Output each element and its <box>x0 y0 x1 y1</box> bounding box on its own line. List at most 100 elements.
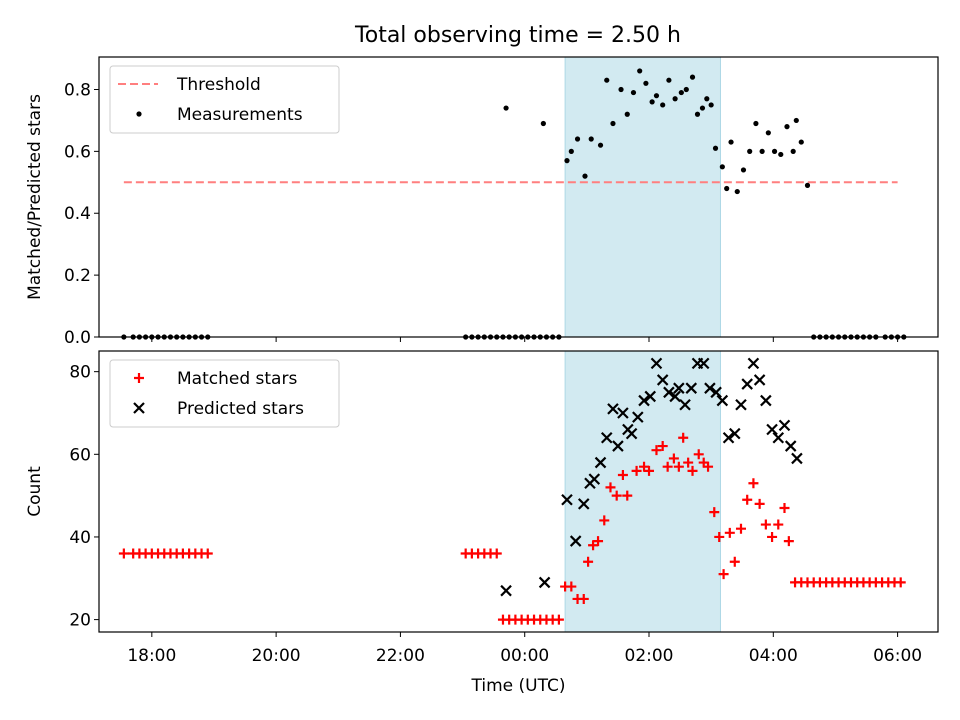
data-point <box>643 80 649 86</box>
observing-window <box>564 56 721 338</box>
data-point <box>704 382 716 394</box>
data-point <box>804 182 811 188</box>
x-tick-label: 06:00 <box>873 646 922 666</box>
data-point <box>651 445 662 456</box>
data-point <box>765 130 771 136</box>
axes-frame <box>98 350 939 633</box>
data-point <box>650 357 663 370</box>
chart-title: Total observing time = 2.50 h <box>354 23 681 48</box>
y-tick-label: 20 <box>69 611 91 631</box>
data-point <box>599 515 610 526</box>
series-measurements <box>121 68 907 340</box>
data-point <box>791 452 803 465</box>
data-point <box>689 74 696 80</box>
data-point <box>687 465 698 476</box>
data-point <box>610 120 616 127</box>
data-point <box>607 403 619 415</box>
legend: Matched stars Predicted stars <box>109 359 340 428</box>
data-point <box>678 89 684 96</box>
data-point <box>630 89 637 96</box>
data-point <box>644 390 657 403</box>
data-point <box>704 96 710 102</box>
x-axis-label: Time (UTC) <box>471 676 566 696</box>
data-point <box>538 576 551 589</box>
data-point <box>578 593 589 604</box>
data-point <box>712 145 719 151</box>
series-predicted-stars <box>500 357 803 597</box>
data-point <box>683 86 689 93</box>
legend-matched-swatch <box>134 373 144 383</box>
data-point <box>784 124 790 130</box>
y-tick-label: 40 <box>69 528 91 548</box>
data-point <box>742 494 753 505</box>
data-point <box>685 382 698 394</box>
data-point <box>708 102 714 108</box>
data-point <box>668 453 679 464</box>
legend-label: Threshold <box>176 75 261 95</box>
data-point <box>663 386 675 399</box>
data-point <box>728 427 741 440</box>
data-point <box>724 185 730 192</box>
data-point <box>561 493 573 506</box>
y-tick-label: 80 <box>69 363 91 383</box>
axes-frame <box>98 56 939 338</box>
data-point <box>673 382 685 394</box>
data-point <box>694 111 701 117</box>
data-point <box>632 411 644 423</box>
data-point <box>773 519 784 530</box>
data-point <box>759 148 765 154</box>
data-point <box>728 139 734 145</box>
data-point <box>747 148 753 154</box>
data-point <box>540 120 546 127</box>
data-point <box>729 556 740 567</box>
top-panel: 0.0 0.2 0.4 0.6 0.8 Matched/Predicted stars Th… <box>25 56 939 348</box>
data-point <box>491 548 502 559</box>
data-point <box>593 536 604 547</box>
y-tick-label: 0.8 <box>64 80 91 100</box>
bottom-panel: 20 40 60 80 18:00 20:00 22:00 00:00 02:00 04:00 06… <box>25 350 939 696</box>
data-point <box>631 465 642 476</box>
data-point <box>600 432 613 444</box>
x-tick-label: 22:00 <box>376 646 425 666</box>
legend-label: Measurements <box>177 105 303 125</box>
data-point <box>790 148 796 154</box>
data-point <box>709 507 720 518</box>
data-point <box>683 457 694 468</box>
data-point <box>638 394 650 407</box>
data-point <box>503 105 509 111</box>
data-point <box>778 151 784 158</box>
data-point <box>611 490 622 501</box>
data-point <box>719 164 725 170</box>
data-point <box>703 461 714 472</box>
data-point <box>722 432 735 444</box>
data-point <box>662 461 673 472</box>
data-point <box>699 105 706 111</box>
data-point <box>660 102 666 108</box>
y-axis-label: Matched/Predicted stars <box>25 94 45 300</box>
data-point <box>588 473 601 485</box>
data-point <box>734 188 740 195</box>
data-point <box>637 68 643 74</box>
data-point <box>760 394 772 407</box>
x-tick-label: 20:00 <box>252 646 301 666</box>
data-point <box>669 390 681 403</box>
data-point <box>624 111 630 117</box>
data-point <box>553 614 564 625</box>
data-point <box>577 498 590 510</box>
data-point <box>753 374 766 386</box>
data-point <box>666 77 672 83</box>
data-point <box>716 394 729 407</box>
data-point <box>735 398 747 411</box>
data-point <box>724 527 735 538</box>
x-tick-label: 04:00 <box>749 646 798 666</box>
series-matched-stars <box>118 432 906 625</box>
data-point <box>784 440 797 452</box>
data-point <box>594 456 607 469</box>
y-tick-label: 60 <box>69 445 91 465</box>
data-point <box>566 581 577 592</box>
data-point <box>697 357 710 370</box>
y-axis-label: Count <box>25 466 45 517</box>
data-point <box>735 523 746 534</box>
legend-box <box>109 65 340 134</box>
legend-label: Predicted stars <box>177 399 304 419</box>
